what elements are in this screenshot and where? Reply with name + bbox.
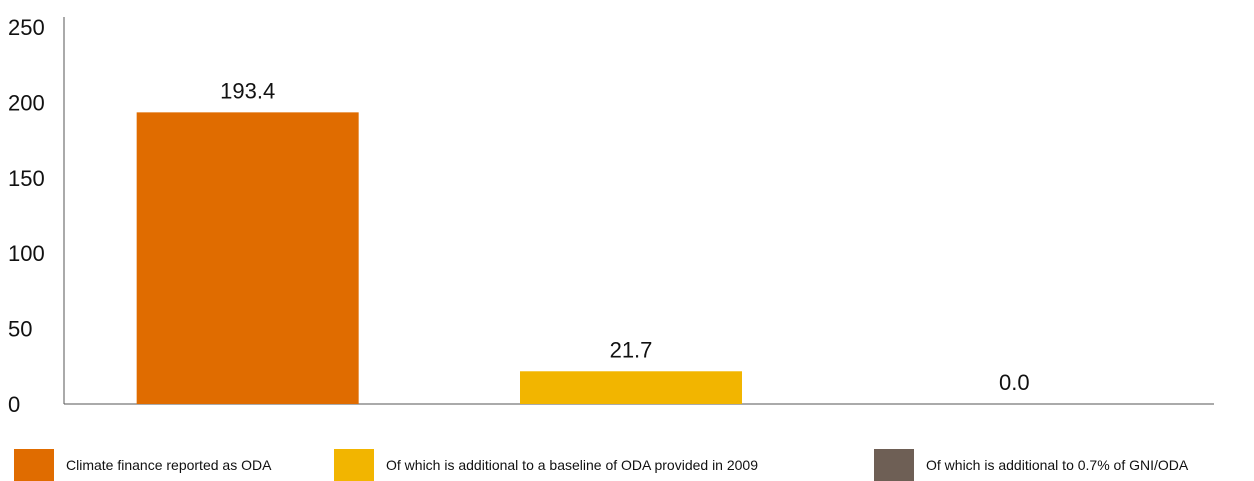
y-tick-label: 100 <box>8 241 45 266</box>
bar <box>520 371 742 404</box>
legend-swatch <box>334 449 374 481</box>
legend-item-additional-gni: Of which is additional to 0.7% of GNI/OD… <box>874 449 1188 481</box>
bars <box>136 112 742 405</box>
bar-value-label: 0.0 <box>999 370 1030 395</box>
y-tick-label: 50 <box>8 317 32 342</box>
bar-value-label: 193.4 <box>220 78 275 103</box>
bar-chart: 0 50 100 150 200 250 193.4 21.7 0.0 <box>8 15 1214 417</box>
legend-item-climate-finance: Climate finance reported as ODA <box>14 449 271 481</box>
legend-item-additional-baseline: Of which is additional to a baseline of … <box>334 449 758 481</box>
y-tick-label: 0 <box>8 392 20 417</box>
legend-swatch <box>14 449 54 481</box>
y-tick-label: 200 <box>8 90 45 115</box>
bar <box>136 112 359 405</box>
legend-label: Of which is additional to a baseline of … <box>386 457 759 473</box>
bar-value-label: 21.7 <box>610 337 653 362</box>
legend-swatch <box>874 449 914 481</box>
legend: Climate finance reported as ODA Of which… <box>0 449 1254 481</box>
y-tick-labels: 0 50 100 150 200 250 <box>8 15 45 417</box>
data-labels: 193.4 21.7 0.0 <box>220 78 1029 395</box>
y-tick-label: 250 <box>8 15 45 40</box>
legend-label: Climate finance reported as ODA <box>66 457 272 473</box>
y-tick-label: 150 <box>8 166 45 191</box>
legend-label: Of which is additional to 0.7% of GNI/OD… <box>926 457 1189 473</box>
